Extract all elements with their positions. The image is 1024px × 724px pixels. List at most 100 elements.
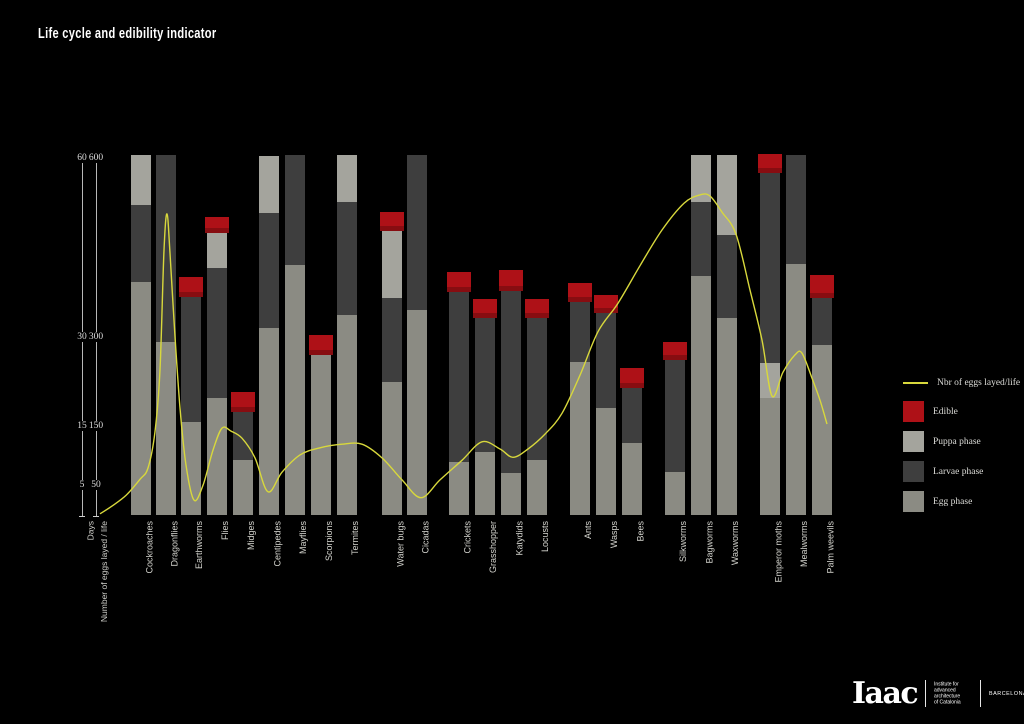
segment-egg-centipedes xyxy=(259,328,279,515)
legend-label: Egg phase xyxy=(933,496,973,507)
segment-edible-crickets xyxy=(447,271,471,292)
segment-egg-bagworms xyxy=(691,275,711,515)
logo-divider xyxy=(925,680,927,707)
segment-egg-grasshopper xyxy=(475,451,495,515)
segment-edible-silkworms xyxy=(663,341,687,360)
segment-larvae-emperor-moths xyxy=(760,173,780,363)
logo-line: advanced xyxy=(934,687,956,693)
segment-puppa-centipedes xyxy=(259,155,279,214)
segment-larvae-termites xyxy=(337,202,357,316)
segment-egg-crickets xyxy=(449,462,469,515)
segment-egg-mealworms xyxy=(786,263,806,515)
segment-larvae-dragonflies xyxy=(156,155,176,342)
legend-color-swatch xyxy=(903,491,924,512)
segment-puppa-cockroaches xyxy=(131,155,151,205)
legend-row-puppa-phase: Puppa phase xyxy=(903,431,981,452)
segment-larvae-earthworms xyxy=(181,297,201,423)
segment-egg-silkworms xyxy=(665,471,685,515)
segment-larvae-katydids xyxy=(501,290,521,473)
segment-larvae-midges xyxy=(233,412,253,461)
days-axis-end-tick xyxy=(79,516,85,517)
segment-edible-midges xyxy=(231,391,255,413)
legend-color-swatch xyxy=(903,461,924,482)
logo-divider xyxy=(980,680,982,707)
segment-larvae-silkworms xyxy=(665,359,685,472)
segment-egg-flies xyxy=(207,397,227,515)
legend-row-egg-phase: Egg phase xyxy=(903,491,972,512)
logo-city-label: BARCELONA xyxy=(989,690,1024,697)
segment-edible-flies xyxy=(205,216,229,233)
segment-egg-katydids xyxy=(501,472,521,515)
iaac-logo: Iaac Institute for advanced architecture… xyxy=(852,675,1024,711)
legend-label: Puppa phase xyxy=(933,436,981,447)
segment-edible-emperor-moths xyxy=(758,154,782,174)
segment-larvae-ants xyxy=(570,301,590,363)
logo-institute-text: Institute for advanced architecture of C… xyxy=(934,681,972,706)
eggs-curve-path xyxy=(99,193,828,515)
legend-color-swatch xyxy=(903,431,924,452)
segment-larvae-water-bugs xyxy=(382,297,402,382)
segment-egg-palm-weevils xyxy=(812,344,832,515)
segment-egg-emperor-moths xyxy=(760,397,780,515)
segment-egg-ants xyxy=(570,362,590,515)
segment-larvae-mealworms xyxy=(786,155,806,264)
segment-larvae-bees xyxy=(622,388,642,443)
segment-puppa-flies xyxy=(207,232,227,269)
eggs-tick-label: 50 xyxy=(90,480,102,491)
segment-larvae-palm-weevils xyxy=(812,297,832,345)
legend-label: Nbr of eggs layed/life xyxy=(937,377,1021,388)
segment-egg-earthworms xyxy=(181,422,201,515)
segment-edible-katydids xyxy=(499,270,523,291)
segment-egg-scorpions xyxy=(311,354,331,515)
segment-egg-locusts xyxy=(527,460,547,515)
segment-edible-locusts xyxy=(525,299,549,319)
legend-row-larvae-phase: Larvae phase xyxy=(903,461,983,482)
legend-row-edible: Edible xyxy=(903,401,958,422)
segment-larvae-centipedes xyxy=(259,213,279,329)
days-tick-label: 5 xyxy=(78,480,86,491)
segment-edible-earthworms xyxy=(179,277,203,298)
eggs-tick-label: 600 xyxy=(87,153,105,163)
eggs-tick-label: 150 xyxy=(87,420,105,431)
segment-larvae-flies xyxy=(207,268,227,398)
legend-color-swatch xyxy=(903,401,924,422)
segment-edible-scorpions xyxy=(309,334,333,355)
segment-larvae-crickets xyxy=(449,291,469,463)
page-title: Life cycle and edibility indicator xyxy=(38,25,217,42)
segment-egg-cicadas xyxy=(407,309,427,515)
legend-line-swatch xyxy=(903,381,928,384)
segment-puppa-water-bugs xyxy=(382,230,402,298)
segment-egg-dragonflies xyxy=(156,341,176,515)
segment-edible-grasshopper xyxy=(473,299,497,319)
segment-egg-wasps xyxy=(596,407,616,515)
iaac-wordmark: Iaac xyxy=(852,675,919,711)
segment-puppa-emperor-moths xyxy=(760,362,780,398)
segment-puppa-bagworms xyxy=(691,155,711,203)
segment-edible-palm-weevils xyxy=(810,274,834,298)
eggs-axis-end-tick xyxy=(93,516,99,517)
logo-line: architecture xyxy=(934,693,961,699)
segment-larvae-cockroaches xyxy=(131,205,151,282)
segment-larvae-wasps xyxy=(596,312,616,408)
days-tick-label: 60 xyxy=(76,153,88,163)
segment-edible-bees xyxy=(620,368,644,389)
segment-larvae-mayflies xyxy=(285,155,305,266)
legend-label: Edible xyxy=(933,406,958,417)
logo-line: Institute for xyxy=(934,681,959,687)
days-tick-label: 30 xyxy=(76,331,88,342)
segment-egg-termites xyxy=(337,315,357,515)
segment-egg-cockroaches xyxy=(131,281,151,515)
segment-larvae-locusts xyxy=(527,318,547,461)
segment-puppa-termites xyxy=(337,155,357,203)
segment-larvae-grasshopper xyxy=(475,318,495,452)
segment-egg-water-bugs xyxy=(382,381,402,515)
segment-edible-ants xyxy=(568,282,592,302)
segment-larvae-cicadas xyxy=(407,155,427,310)
segment-edible-wasps xyxy=(594,294,618,313)
segment-egg-bees xyxy=(622,443,642,515)
segment-edible-water-bugs xyxy=(380,211,404,231)
segment-larvae-bagworms xyxy=(691,202,711,276)
logo-line: of Catalonia xyxy=(934,699,961,705)
segment-egg-midges xyxy=(233,460,253,515)
